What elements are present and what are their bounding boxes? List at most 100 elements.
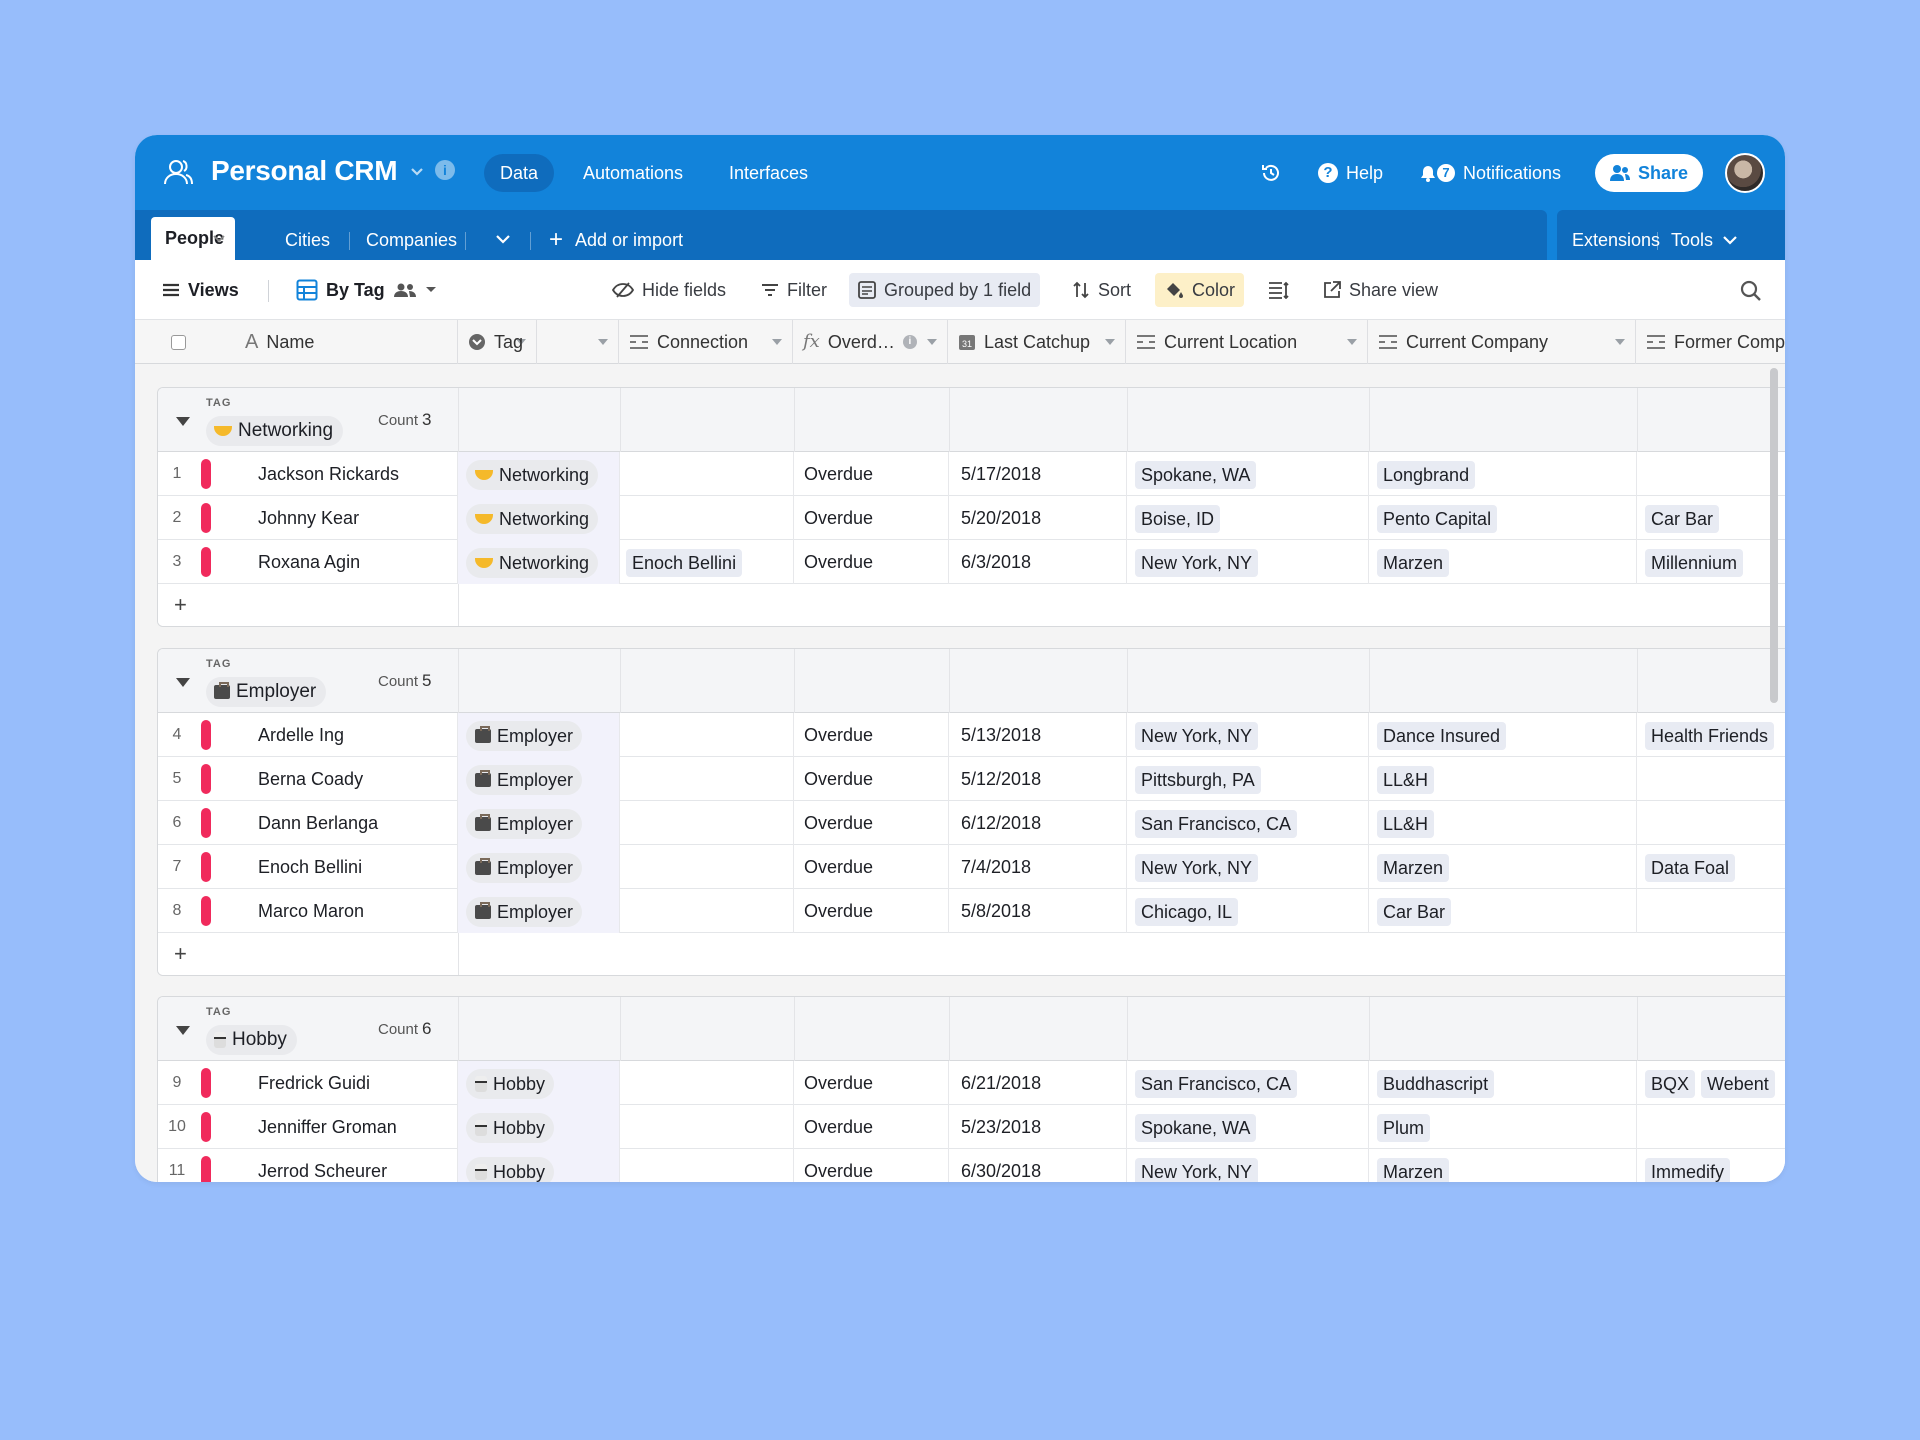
- tag-cell[interactable]: Hobby: [458, 1149, 620, 1182]
- linked-record-chip[interactable]: Millennium: [1645, 549, 1744, 578]
- caret-down-icon[interactable]: [516, 339, 526, 345]
- linked-record-chip[interactable]: San Francisco, CA: [1135, 1070, 1298, 1099]
- location-cell[interactable]: Spokane, WA: [1127, 452, 1369, 496]
- chevron-down-icon[interactable]: [213, 235, 225, 243]
- tag-cell[interactable]: Employer: [458, 801, 620, 845]
- linked-record-chip[interactable]: Boise, ID: [1135, 505, 1221, 534]
- connection-cell[interactable]: [620, 713, 794, 757]
- table-row[interactable]: 2 Johnny Kear Networking Overdue 5/20/2018 Bo…: [158, 496, 1785, 540]
- chevron-down-icon[interactable]: [495, 234, 511, 244]
- table-row[interactable]: 10 Jenniffer Groman Hobby Overdue 5/23/2018 S…: [158, 1105, 1785, 1149]
- primary-cell[interactable]: 1 Jackson Rickards: [158, 452, 458, 496]
- linked-record-chip[interactable]: Webent: [1701, 1070, 1775, 1099]
- caret-down-icon[interactable]: [772, 339, 782, 345]
- share-button[interactable]: Share: [1595, 154, 1703, 192]
- primary-cell[interactable]: 5 Berna Coady: [158, 757, 458, 801]
- connection-cell[interactable]: [620, 801, 794, 845]
- column-header-current-company[interactable]: Current Company: [1368, 320, 1636, 364]
- tab-data[interactable]: Data: [484, 154, 555, 192]
- linked-record-chip[interactable]: LL&H: [1377, 810, 1435, 839]
- connection-cell[interactable]: [620, 1061, 794, 1105]
- column-header-last-catchup[interactable]: 31 Last Catchup: [948, 320, 1126, 364]
- company-cell[interactable]: Marzen: [1369, 1149, 1637, 1182]
- tag-cell[interactable]: Employer: [458, 845, 620, 889]
- table-row[interactable]: 4 Ardelle Ing Employer Overdue 5/13/2018 New …: [158, 713, 1785, 757]
- primary-cell[interactable]: 10 Jenniffer Groman: [158, 1105, 458, 1149]
- select-all-checkbox[interactable]: [171, 334, 186, 350]
- former-company-cell[interactable]: [1637, 1105, 1785, 1149]
- tag-cell[interactable]: Networking: [458, 540, 620, 584]
- location-cell[interactable]: New York, NY: [1127, 713, 1369, 757]
- linked-record-chip[interactable]: LL&H: [1377, 766, 1435, 795]
- tag-cell[interactable]: Networking: [458, 496, 620, 540]
- overdue-cell[interactable]: Overdue: [794, 801, 949, 845]
- hide-fields-button[interactable]: Hide fields: [603, 273, 735, 307]
- overdue-cell[interactable]: Overdue: [794, 713, 949, 757]
- tag-cell[interactable]: Networking: [458, 452, 620, 496]
- linked-record-chip[interactable]: Marzen: [1377, 1158, 1450, 1182]
- connection-cell[interactable]: [620, 1149, 794, 1182]
- primary-cell[interactable]: 8 Marco Maron: [158, 889, 458, 933]
- table-tab-cities[interactable]: Cities: [285, 230, 331, 250]
- overdue-cell[interactable]: Overdue: [794, 1105, 949, 1149]
- company-cell[interactable]: LL&H: [1369, 757, 1637, 801]
- primary-cell[interactable]: 11 Jerrod Scheurer: [158, 1149, 458, 1182]
- plus-icon[interactable]: +: [174, 592, 187, 617]
- location-cell[interactable]: New York, NY: [1127, 540, 1369, 584]
- former-company-cell[interactable]: Health Friends: [1637, 713, 1785, 757]
- column-header-tag[interactable]: Tag: [457, 320, 619, 364]
- search-icon[interactable]: [1740, 280, 1762, 302]
- company-cell[interactable]: Buddhascript: [1369, 1061, 1637, 1105]
- linked-record-chip[interactable]: Longbrand: [1377, 461, 1476, 490]
- primary-cell[interactable]: 2 Johnny Kear: [158, 496, 458, 540]
- primary-cell[interactable]: 4 Ardelle Ing: [158, 713, 458, 757]
- company-cell[interactable]: Plum: [1369, 1105, 1637, 1149]
- tag-cell[interactable]: Employer: [458, 713, 620, 757]
- overdue-cell[interactable]: Overdue: [794, 452, 949, 496]
- location-cell[interactable]: Chicago, IL: [1127, 889, 1369, 933]
- catchup-cell[interactable]: 5/12/2018: [949, 757, 1127, 801]
- tag-cell[interactable]: Hobby: [458, 1105, 620, 1149]
- caret-down-icon[interactable]: [927, 339, 937, 345]
- former-company-cell[interactable]: BQX Webent: [1637, 1061, 1785, 1105]
- table-row[interactable]: 6 Dann Berlanga Employer Overdue 6/12/2018 Sa…: [158, 801, 1785, 845]
- vertical-scrollbar[interactable]: [1770, 368, 1778, 703]
- linked-record-chip[interactable]: Pittsburgh, PA: [1135, 766, 1261, 795]
- info-icon[interactable]: i: [902, 335, 917, 349]
- location-cell[interactable]: Pittsburgh, PA: [1127, 757, 1369, 801]
- linked-record-chip[interactable]: New York, NY: [1135, 854, 1259, 883]
- catchup-cell[interactable]: 5/13/2018: [949, 713, 1127, 757]
- avatar[interactable]: [1725, 153, 1765, 193]
- caret-down-icon[interactable]: [1615, 339, 1625, 345]
- sort-button[interactable]: Sort: [1063, 273, 1140, 307]
- linked-record-chip[interactable]: San Francisco, CA: [1135, 810, 1298, 839]
- plus-icon[interactable]: +: [174, 941, 187, 966]
- column-header-former-company[interactable]: Former Comp: [1636, 320, 1785, 364]
- column-header-name[interactable]: A Name: [215, 320, 537, 364]
- caret-down-icon[interactable]: [1105, 339, 1115, 345]
- catchup-cell[interactable]: 6/21/2018: [949, 1061, 1127, 1105]
- add-record-row[interactable]: +: [158, 584, 1785, 626]
- caret-down-icon[interactable]: [598, 339, 608, 345]
- catchup-cell[interactable]: 5/8/2018: [949, 889, 1127, 933]
- help-button[interactable]: ? Help: [1318, 154, 1383, 192]
- catchup-cell[interactable]: 5/23/2018: [949, 1105, 1127, 1149]
- tag-cell[interactable]: Employer: [458, 757, 620, 801]
- former-company-cell[interactable]: Immedify: [1637, 1149, 1785, 1182]
- connection-cell[interactable]: [620, 757, 794, 801]
- former-company-cell[interactable]: Millennium: [1637, 540, 1785, 584]
- connection-cell[interactable]: [620, 845, 794, 889]
- chevron-down-icon[interactable]: [407, 161, 427, 181]
- linked-record-chip[interactable]: Health Friends: [1645, 722, 1775, 751]
- primary-cell[interactable]: 7 Enoch Bellini: [158, 845, 458, 889]
- catchup-cell[interactable]: 6/12/2018: [949, 801, 1127, 845]
- table-row[interactable]: 5 Berna Coady Employer Overdue 5/12/2018 Pitt…: [158, 757, 1785, 801]
- linked-record-chip[interactable]: New York, NY: [1135, 722, 1259, 751]
- linked-record-chip[interactable]: New York, NY: [1135, 549, 1259, 578]
- company-cell[interactable]: Pento Capital: [1369, 496, 1637, 540]
- base-icon[interactable]: [163, 157, 193, 187]
- catchup-cell[interactable]: 5/17/2018: [949, 452, 1127, 496]
- linked-record-chip[interactable]: Data Foal: [1645, 854, 1736, 883]
- view-switcher[interactable]: By Tag: [287, 273, 446, 307]
- filter-button[interactable]: Filter: [752, 273, 836, 307]
